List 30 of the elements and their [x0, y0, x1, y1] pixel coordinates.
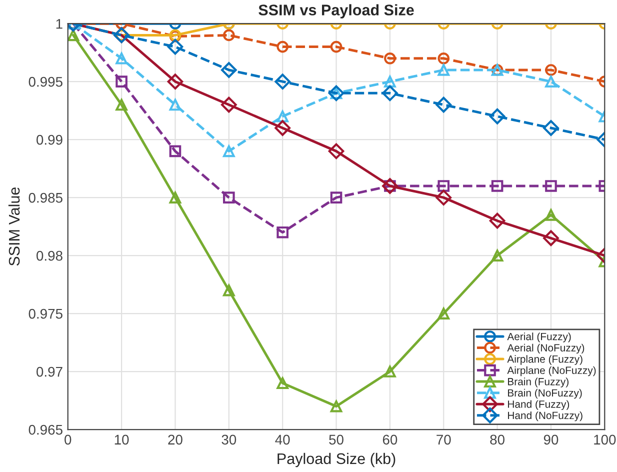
y-tick-label: 0.97 [36, 366, 62, 377]
y-tick-label: 0.975 [28, 308, 62, 319]
x-tick-label: 30 [222, 434, 236, 445]
legend-label: Hand (Fuzzy) [508, 400, 570, 410]
legend-label: Hand (NoFuzzy) [508, 411, 582, 422]
x-tick-label: 100 [594, 434, 616, 445]
y-tick-label: 1 [56, 19, 62, 29]
y-tick-label: 0.98 [36, 250, 62, 261]
legend-label: Airplane (Fuzzy) [507, 355, 582, 365]
x-tick-label: 20 [168, 434, 182, 445]
legend-label: Brain (NoFuzzy) [508, 388, 582, 399]
x-tick-label: 60 [382, 434, 398, 445]
legend-label: Airplane (NoFuzzy) [507, 366, 596, 376]
y-tick-label: 0.995 [28, 76, 62, 87]
y-tick-label: 0.985 [28, 192, 62, 203]
x-tick-label: 40 [275, 434, 290, 445]
y-tick-label: 0.965 [28, 424, 62, 435]
x-tick-label: 70 [436, 434, 451, 445]
y-axis-title: SSIM Value [8, 187, 20, 266]
x-axis-title: Payload Size (kb) [278, 452, 396, 468]
legend-label: Aerial (Fuzzy) [507, 332, 571, 342]
x-tick-label: 0 [64, 434, 72, 445]
y-tick-label: 0.99 [36, 134, 62, 145]
x-tick-label: 10 [114, 434, 129, 445]
legend-label: Brain (Fuzzy) [508, 378, 568, 388]
chart-title: SSIM vs Payload Size [258, 4, 414, 18]
x-tick-label: 90 [544, 434, 558, 445]
x-tick-label: 50 [329, 434, 344, 445]
x-tick-label: 80 [490, 434, 504, 445]
legend-label: Aerial (NoFuzzy) [507, 344, 584, 354]
